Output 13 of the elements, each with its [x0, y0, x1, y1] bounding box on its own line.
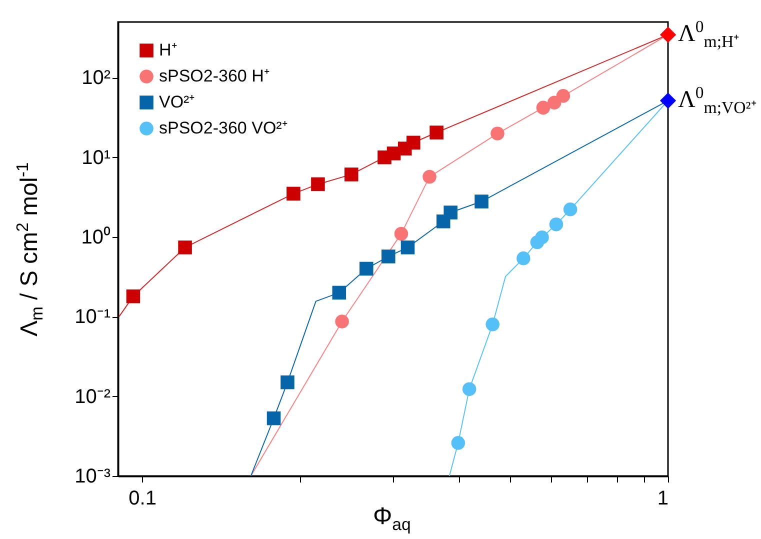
y-tick-label: 10²: [82, 67, 111, 90]
y-tick-label: 10⁰: [81, 226, 110, 249]
legend-label: sPSO2-360 H⁺: [159, 66, 270, 86]
x-tick-label: 1: [657, 488, 668, 510]
x-axis-title: Φ$_{aq}$: [373, 503, 411, 534]
x-tick-label: 0.1: [128, 488, 156, 510]
y-tick-label: 10¹: [82, 146, 111, 169]
legend-label: H⁺: [159, 40, 178, 60]
legend-label: sPSO2-360 VO²⁺: [159, 118, 288, 138]
y-tick-label: 10⁻³: [74, 466, 111, 488]
y-tick-label: 10⁻¹: [74, 306, 111, 328]
y-tick-label: 10⁻²: [74, 386, 111, 408]
legend-label: VO²⁺: [159, 92, 196, 112]
